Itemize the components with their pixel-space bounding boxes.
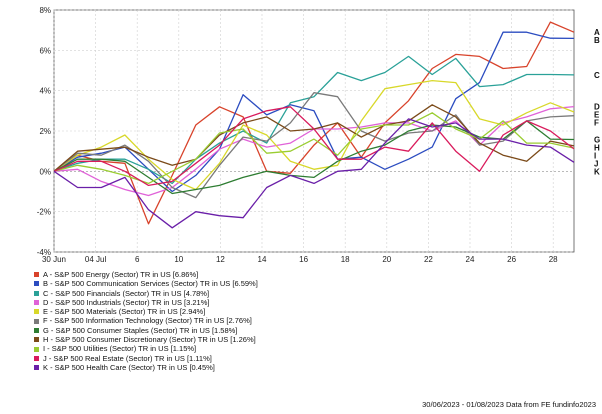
legend-swatch bbox=[34, 365, 39, 371]
y-tick-label: 4% bbox=[39, 87, 51, 96]
legend-swatch bbox=[34, 346, 39, 352]
legend-item-j: J - S&P 500 Real Estate (Sector) TR in U… bbox=[34, 354, 258, 363]
series-end-label-j: J bbox=[594, 159, 598, 168]
x-tick-label: 30 Jun bbox=[42, 255, 66, 264]
series-end-label-k: K bbox=[594, 167, 600, 176]
data-source-footer: 30/06/2023 - 01/08/2023 Data from FE fun… bbox=[422, 400, 596, 409]
series-end-label-d: D bbox=[594, 103, 600, 112]
legend-swatch bbox=[34, 300, 39, 306]
chart-legend: A - S&P 500 Energy (Sector) TR in US [6.… bbox=[34, 270, 258, 372]
x-tick-label: 22 bbox=[424, 255, 433, 264]
y-tick-label: -2% bbox=[37, 208, 51, 217]
series-end-label-i: I bbox=[594, 151, 596, 160]
legend-swatch bbox=[34, 318, 39, 324]
y-tick-label: 6% bbox=[39, 46, 51, 55]
series-end-label-c: C bbox=[594, 71, 600, 80]
legend-item-c: C - S&P 500 Financials (Sector) TR in US… bbox=[34, 289, 258, 298]
series-line-g bbox=[53, 120, 575, 195]
legend-label: K - S&P 500 Health Care (Sector) TR in U… bbox=[43, 362, 215, 372]
series-end-label-e: E bbox=[594, 111, 600, 120]
legend-swatch bbox=[34, 337, 39, 343]
x-tick-label: 16 bbox=[299, 255, 308, 264]
x-tick-label: 24 bbox=[466, 255, 475, 264]
y-tick-label: 2% bbox=[39, 127, 51, 136]
legend-label: J - S&P 500 Real Estate (Sector) TR in U… bbox=[43, 353, 212, 363]
legend-label: A - S&P 500 Energy (Sector) TR in US [6.… bbox=[43, 270, 199, 279]
legend-item-i: I - S&P 500 Utilities (Sector) TR in US … bbox=[34, 344, 258, 353]
legend-label: E - S&P 500 Materials (Sector) TR in US … bbox=[43, 307, 206, 317]
series-end-label-h: H bbox=[594, 143, 600, 152]
x-tick-label: 26 bbox=[507, 255, 516, 264]
y-tick-label: 0% bbox=[39, 167, 51, 176]
x-tick-label: 14 bbox=[258, 255, 267, 264]
series-line-j bbox=[53, 106, 575, 187]
legend-label: H - S&P 500 Consumer Discretionary (Sect… bbox=[43, 335, 256, 345]
x-tick-label: 28 bbox=[549, 255, 558, 264]
series-line-f bbox=[53, 92, 575, 199]
legend-item-f: F - S&P 500 Information Technology (Sect… bbox=[34, 316, 258, 325]
legend-label: F - S&P 500 Information Technology (Sect… bbox=[43, 316, 252, 326]
series-line-k bbox=[53, 118, 575, 229]
series-line-e bbox=[53, 79, 575, 191]
legend-swatch bbox=[34, 290, 39, 296]
legend-item-e: E - S&P 500 Materials (Sector) TR in US … bbox=[34, 307, 258, 316]
legend-label: D - S&P 500 Industrials (Sector) TR in U… bbox=[43, 297, 210, 307]
legend-label: G - S&P 500 Consumer Staples (Sector) TR… bbox=[43, 325, 238, 335]
x-tick-label: 20 bbox=[382, 255, 391, 264]
y-tick-label: 8% bbox=[39, 6, 51, 15]
series-line-c bbox=[53, 55, 575, 185]
legend-label: I - S&P 500 Utilities (Sector) TR in US … bbox=[43, 344, 197, 354]
legend-item-k: K - S&P 500 Health Care (Sector) TR in U… bbox=[34, 363, 258, 372]
series-end-label-b: B bbox=[594, 36, 600, 45]
series-end-label-g: G bbox=[594, 135, 600, 144]
x-tick-label: 10 bbox=[174, 255, 183, 264]
y-tick-label: -4% bbox=[37, 248, 51, 257]
legend-swatch bbox=[34, 309, 39, 315]
x-tick-label: 12 bbox=[216, 255, 225, 264]
legend-swatch bbox=[34, 327, 39, 333]
x-tick-label: 6 bbox=[135, 255, 140, 264]
legend-label: B - S&P 500 Communication Services (Sect… bbox=[43, 279, 258, 289]
legend-item-a: A - S&P 500 Energy (Sector) TR in US [6.… bbox=[34, 270, 258, 279]
legend-item-d: D - S&P 500 Industrials (Sector) TR in U… bbox=[34, 298, 258, 307]
x-tick-label: 18 bbox=[341, 255, 350, 264]
legend-item-b: B - S&P 500 Communication Services (Sect… bbox=[34, 279, 258, 288]
series-line-a bbox=[53, 21, 575, 225]
series-end-label-a: A bbox=[594, 28, 600, 37]
series-end-label-f: F bbox=[594, 119, 599, 128]
series-line-b bbox=[53, 31, 575, 193]
x-tick-label: 04 Jul bbox=[85, 255, 107, 264]
legend-item-g: G - S&P 500 Consumer Staples (Sector) TR… bbox=[34, 326, 258, 335]
legend-swatch bbox=[34, 355, 39, 361]
legend-item-h: H - S&P 500 Consumer Discretionary (Sect… bbox=[34, 335, 258, 344]
legend-swatch bbox=[34, 281, 39, 287]
legend-label: C - S&P 500 Financials (Sector) TR in US… bbox=[43, 288, 210, 298]
legend-swatch bbox=[34, 272, 39, 278]
